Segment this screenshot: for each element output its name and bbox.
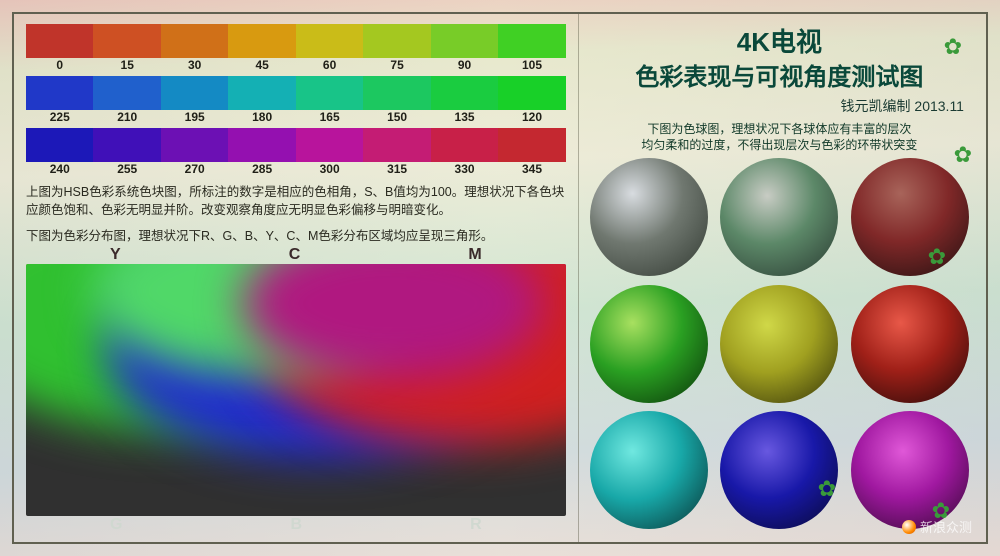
color-sphere <box>720 158 838 276</box>
hue-swatch <box>228 24 295 58</box>
color-sphere <box>720 285 838 403</box>
hue-label: 60 <box>296 58 363 72</box>
hue-strip <box>26 24 566 58</box>
hue-swatch <box>431 76 498 110</box>
distmap-canvas <box>26 264 566 516</box>
hue-strip <box>26 128 566 162</box>
right-panel: 4K电视 色彩表现与可视角度测试图 钱元凯编制 2013.11 下图为色球图，理… <box>578 14 986 542</box>
color-sphere <box>851 411 969 529</box>
watermark-text: 新浪众测 <box>920 517 972 536</box>
test-chart-frame: 0153045607590105225210195180165150135120… <box>12 12 988 544</box>
left-panel: 0153045607590105225210195180165150135120… <box>14 14 578 542</box>
hsb-hue-swatches: 0153045607590105225210195180165150135120… <box>26 24 566 180</box>
distmap-label: Y <box>110 246 121 264</box>
flower-icon: ✿ <box>944 34 962 60</box>
watermark-icon <box>902 520 916 534</box>
hue-label-row: 225210195180165150135120 <box>26 110 566 124</box>
distribution-description: 下图为色彩分布图，理想状况下R、G、B、Y、C、M色彩分布区域均应呈现三角形。 <box>26 225 566 244</box>
hue-label: 195 <box>161 110 228 124</box>
hue-strip <box>26 76 566 110</box>
hue-label: 240 <box>26 162 93 176</box>
hue-swatch <box>26 24 93 58</box>
hue-label: 180 <box>228 110 295 124</box>
hue-label: 330 <box>431 162 498 176</box>
hue-label: 105 <box>498 58 565 72</box>
hue-label: 150 <box>363 110 430 124</box>
hue-label: 315 <box>363 162 430 176</box>
hue-label-row: 240255270285300315330345 <box>26 162 566 176</box>
hue-swatch <box>296 128 363 162</box>
hue-swatch <box>93 24 160 58</box>
author-credit: 钱元凯编制 2013.11 <box>585 96 964 116</box>
distmap-top-labels: YCM <box>26 246 566 264</box>
hue-swatch <box>498 128 565 162</box>
distmap-label: G <box>110 516 122 534</box>
distmap-bottom-labels: GBR <box>26 516 566 534</box>
color-distribution-map: Y C M G B R <box>26 246 566 534</box>
watermark: 新浪众测 <box>902 517 972 536</box>
hue-swatch <box>228 128 295 162</box>
color-sphere <box>851 285 969 403</box>
hue-swatch <box>26 76 93 110</box>
distmap-label: M <box>468 246 481 264</box>
distmap-label: R <box>470 516 482 534</box>
hue-swatch <box>93 128 160 162</box>
main-title-line1: 4K电视 <box>585 22 974 59</box>
hue-label: 120 <box>498 110 565 124</box>
hue-label-row: 0153045607590105 <box>26 58 566 72</box>
sphere-description: 下图为色球图，理想状况下各球体应有丰富的层次 均匀柔和的过度，不得出现层次与色彩… <box>585 122 974 153</box>
hue-label: 345 <box>498 162 565 176</box>
hue-swatch <box>26 128 93 162</box>
hue-label: 75 <box>363 58 430 72</box>
hue-swatch <box>498 24 565 58</box>
hue-label: 165 <box>296 110 363 124</box>
hue-swatch <box>363 24 430 58</box>
hue-label: 15 <box>93 58 160 72</box>
color-sphere <box>590 158 708 276</box>
hue-label: 225 <box>26 110 93 124</box>
hue-swatch <box>498 76 565 110</box>
color-sphere <box>851 158 969 276</box>
hue-swatch <box>161 24 228 58</box>
flower-icon: ✿ <box>954 142 972 168</box>
hue-label: 30 <box>161 58 228 72</box>
color-sphere <box>590 285 708 403</box>
hue-label: 135 <box>431 110 498 124</box>
hue-label: 210 <box>93 110 160 124</box>
color-sphere-grid <box>585 157 974 534</box>
hue-swatch <box>161 128 228 162</box>
main-title-line2: 色彩表现与可视角度测试图 <box>585 57 974 92</box>
hue-swatch <box>296 76 363 110</box>
hue-swatch <box>431 128 498 162</box>
hue-description: 上图为HSB色彩系统色块图，所标注的数字是相应的色相角，S、B值均为100。理想… <box>26 184 566 219</box>
hue-swatch <box>431 24 498 58</box>
hue-swatch <box>296 24 363 58</box>
color-sphere <box>590 411 708 529</box>
hue-label: 300 <box>296 162 363 176</box>
flower-icon: ✿ <box>818 476 836 502</box>
hue-swatch <box>93 76 160 110</box>
flower-icon: ✿ <box>928 244 946 270</box>
hue-label: 255 <box>93 162 160 176</box>
distmap-label: B <box>291 516 303 534</box>
hue-label: 285 <box>228 162 295 176</box>
hue-swatch <box>228 76 295 110</box>
color-sphere <box>720 411 838 529</box>
hue-label: 90 <box>431 58 498 72</box>
hue-label: 45 <box>228 58 295 72</box>
hue-swatch <box>161 76 228 110</box>
hue-label: 270 <box>161 162 228 176</box>
hue-label: 0 <box>26 58 93 72</box>
hue-swatch <box>363 128 430 162</box>
distmap-label: C <box>289 246 301 264</box>
hue-swatch <box>363 76 430 110</box>
